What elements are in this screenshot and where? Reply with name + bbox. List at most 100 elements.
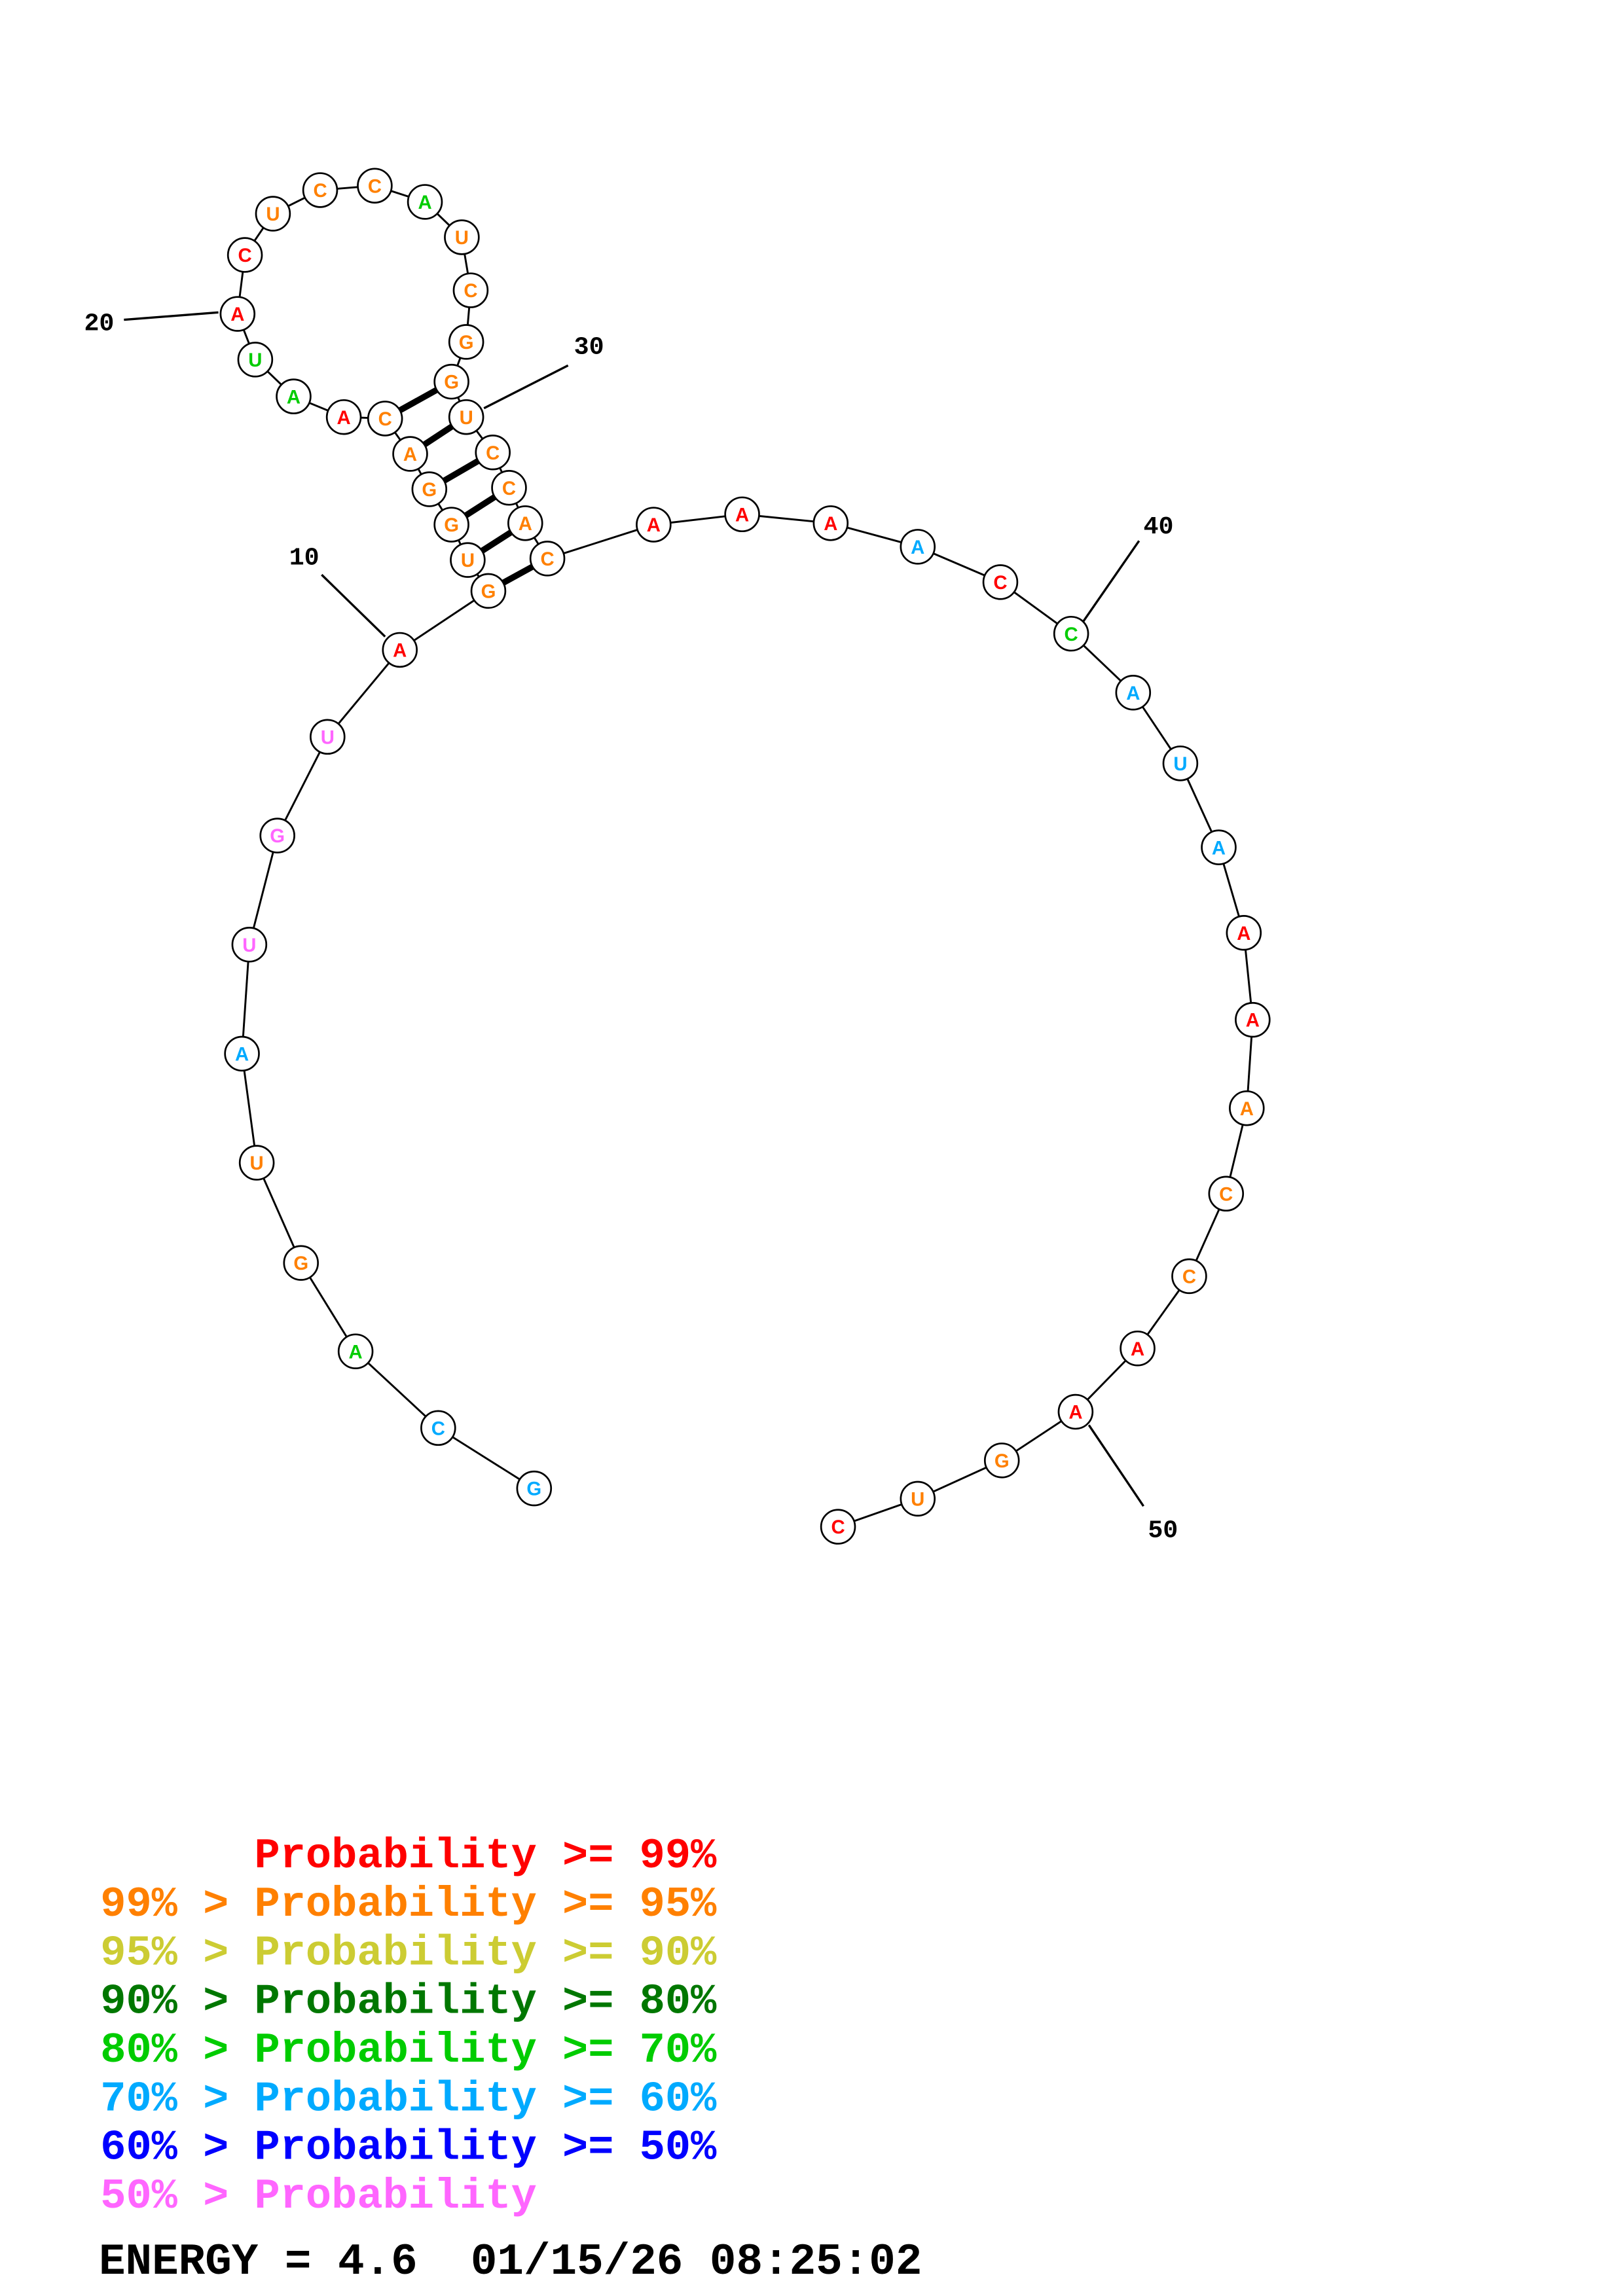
nucleotide-circle — [227, 237, 263, 273]
nucleotide-circle — [448, 399, 484, 435]
nucleotide-circle — [283, 1245, 319, 1281]
nucleotide-letter: A — [911, 537, 924, 558]
nucleotide-letter: U — [248, 350, 262, 371]
nucleotide-circle — [231, 927, 268, 963]
nucleotide: C — [475, 434, 511, 471]
nucleotide-letter: U — [461, 550, 475, 571]
nucleotide: A — [276, 378, 312, 414]
legend-entry: 50% > Probability — [100, 2172, 537, 2221]
nucleotide-circle — [448, 324, 484, 360]
legend-entry: 80% > Probability >= 70% — [100, 2026, 717, 2075]
nucleotide-letter: A — [519, 513, 532, 535]
legend-entry: 95% > Probability >= 90% — [100, 1929, 717, 1977]
nucleotide: C — [529, 541, 566, 577]
probability-legend: Probability >= 99%99% > Probability >= 9… — [100, 1832, 717, 2221]
nucleotide: A — [724, 496, 760, 533]
nucleotide: G — [470, 573, 507, 609]
nucleotide: A — [1115, 675, 1152, 711]
nucleotide: U — [450, 542, 486, 578]
nucleotide: A — [337, 1333, 374, 1369]
nucleotide: G — [983, 1443, 1020, 1479]
nucleotide-letter: G — [444, 514, 459, 536]
nucleotide-circle — [475, 434, 511, 471]
nucleotide: U — [255, 196, 291, 232]
nucleotide-circle — [1201, 829, 1237, 865]
position-label: 40 — [1144, 513, 1174, 541]
backbone-segment — [241, 1053, 258, 1163]
nucleotide-circle — [724, 496, 760, 533]
nucleotide: U — [444, 219, 480, 255]
nucleotide-letter: C — [1219, 1183, 1233, 1205]
position-label: 20 — [84, 310, 114, 338]
nucleotide: A — [1229, 1090, 1265, 1126]
nucleotide-circle — [407, 184, 443, 220]
nucleotide: U — [1162, 745, 1199, 781]
nucleotide-circle — [411, 471, 448, 507]
nucleotide-circle — [820, 1509, 856, 1545]
nucleotide: A — [1201, 829, 1237, 865]
nucleotide-letter: G — [459, 332, 474, 353]
nucleotide: G — [283, 1245, 319, 1281]
nucleotide-circle — [1235, 1001, 1271, 1038]
nucleotide: A — [407, 184, 443, 220]
nucleotide-letter: A — [393, 640, 407, 662]
nucleotide-letter: C — [368, 175, 382, 197]
nucleotide-circle — [529, 541, 566, 577]
position-labels: 10 20 30 40 50 — [84, 310, 1178, 1545]
nucleotide-letter: U — [242, 935, 256, 956]
label-callout-line — [321, 573, 386, 637]
nucleotide: A — [1120, 1330, 1156, 1367]
nucleotide: A — [900, 529, 936, 565]
nucleotide-circle — [357, 168, 393, 204]
nucleotide: A — [219, 296, 256, 332]
nucleotide-circle — [491, 470, 527, 506]
backbone — [236, 185, 1254, 1528]
nucleotide-letter: C — [502, 478, 516, 499]
nucleotide-circle — [450, 542, 486, 578]
nucleotide-letter: C — [431, 1418, 445, 1439]
legend-entry: 70% > Probability >= 60% — [100, 2075, 717, 2123]
nucleotide-letter: C — [238, 245, 252, 266]
nucleotide-circle — [900, 529, 936, 565]
nucleotide: C — [982, 564, 1019, 600]
nucleotide-letter: A — [647, 514, 661, 536]
nucleotide-letter: A — [230, 304, 244, 325]
nucleotide: C — [357, 168, 393, 204]
nucleotide-letter: U — [266, 204, 280, 225]
nucleotide-letter: A — [1240, 1098, 1254, 1120]
nucleotide-letter: C — [993, 572, 1007, 594]
nucleotide-circle — [983, 1443, 1020, 1479]
nucleotide-letter: U — [250, 1153, 264, 1174]
nucleotide-circle — [420, 1410, 456, 1446]
nucleotide-circle — [982, 564, 1019, 600]
nucleotide-letter: A — [337, 407, 351, 429]
position-label: 10 — [289, 544, 319, 572]
nucleotide: C — [1171, 1258, 1207, 1295]
nucleotide-letter: G — [526, 1479, 541, 1500]
nucleotide: C — [227, 237, 263, 273]
nucleotide: C — [420, 1410, 456, 1446]
backbone-segment — [276, 736, 329, 836]
nucleotide-letter: G — [444, 372, 459, 393]
nucleotide-letter: G — [270, 825, 285, 847]
nucleotide-letter: G — [994, 1450, 1010, 1472]
nucleotide: A — [1057, 1393, 1094, 1430]
nucleotide-circle — [444, 219, 480, 255]
nucleotide-letter: A — [1237, 923, 1250, 944]
nucleotide-letter: C — [313, 180, 327, 202]
backbone-segment — [547, 524, 654, 560]
nucleotide-letter: G — [422, 479, 437, 501]
nucleotide-circle — [507, 505, 543, 541]
label-callout-line — [1082, 540, 1140, 623]
nucleotide-letter: U — [321, 726, 335, 748]
nucleotide-circle — [900, 1480, 936, 1517]
nucleotide-circle — [325, 399, 362, 435]
backbone-segment — [241, 944, 251, 1054]
nucleotide-circle — [219, 296, 256, 332]
backbone-segment — [327, 649, 401, 738]
nucleotide: A — [1235, 1001, 1271, 1038]
nucleotide-letter: U — [460, 407, 473, 429]
label-callout-line — [124, 311, 219, 321]
